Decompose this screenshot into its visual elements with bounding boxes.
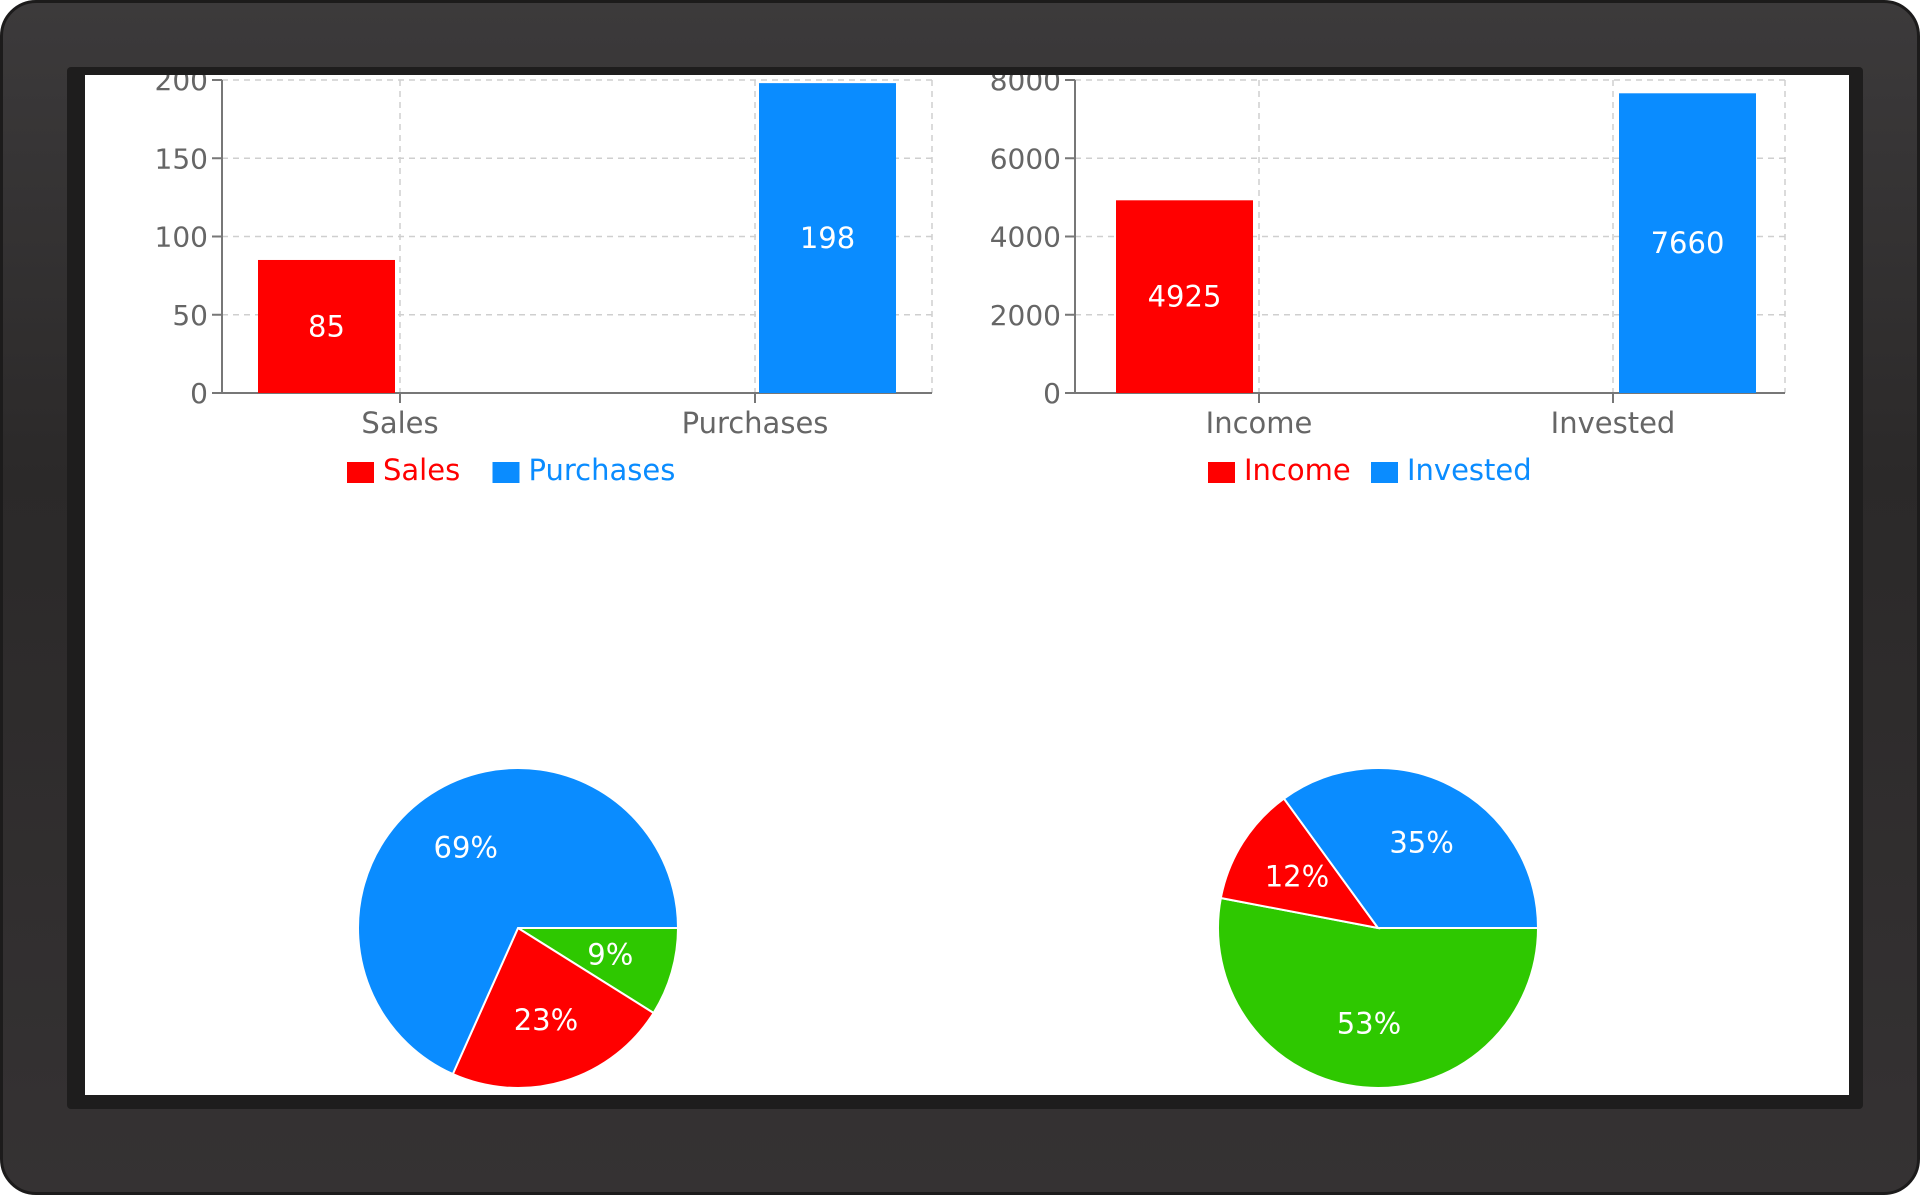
- pie-slice: [1219, 797, 1381, 930]
- pie-slice: [514, 927, 680, 1015]
- bar-purchases: [759, 83, 896, 393]
- bar-chart-1: 0 2000 4000 6000 8000 4925 7660 Income Invested I…: [990, 75, 1786, 487]
- bar-chart-0: 0 50 100 150 200 85 198 Sales Purchases Sales Purc…: [155, 75, 933, 487]
- bar-value-label: 4925: [1148, 280, 1222, 314]
- y-tick-label: 100: [155, 221, 208, 254]
- pie-slice: [451, 926, 655, 1089]
- pie-slice-label: 23%: [514, 1003, 578, 1037]
- x-tick-label: Income: [1206, 406, 1313, 440]
- pie-slice-label: 35%: [1389, 825, 1453, 859]
- y-tick-label: 2000: [990, 299, 1061, 332]
- legend-label: Sales: [383, 453, 460, 487]
- bar-value-label: 198: [800, 221, 855, 255]
- legend-label: Purchases: [529, 453, 676, 487]
- x-tick-label: Purchases: [682, 406, 829, 440]
- y-tick-label: 150: [155, 142, 208, 175]
- y-tick-label: 0: [190, 377, 208, 410]
- pie-slice-label: 69%: [434, 830, 498, 864]
- pie-slice-label: 9%: [587, 938, 633, 972]
- pie-slice: [357, 767, 680, 1076]
- legend-swatch: [1371, 462, 1398, 483]
- bar-sales: [258, 259, 395, 393]
- y-tick-label: 6000: [990, 142, 1061, 175]
- x-tick-label: Invested: [1551, 406, 1676, 440]
- dashboard-screen: 0 50 100 150 200 85 198 Sales Purchases Sales Purc…: [85, 75, 1849, 1095]
- pie-slice: [1217, 896, 1540, 1089]
- y-tick-label: 200: [155, 75, 208, 97]
- pie-chart-1: 9% 23% 69%: [357, 767, 680, 1089]
- pie-slice-label: 53%: [1337, 1007, 1401, 1041]
- y-tick-label: 50: [172, 299, 208, 332]
- y-tick-label: 0: [1043, 377, 1061, 410]
- bar-income: [1116, 200, 1253, 393]
- legend-swatch: [347, 462, 374, 483]
- legend-label: Income: [1244, 453, 1351, 487]
- charts-canvas: 0 50 100 150 200 85 198 Sales Purchases Sales Purc…: [155, 75, 1786, 1089]
- y-tick-label: 4000: [990, 221, 1061, 254]
- x-tick-label: Sales: [361, 406, 438, 440]
- pie-slice: [1282, 767, 1540, 929]
- y-tick-label: 8000: [990, 75, 1061, 97]
- bar-value-label: 85: [308, 309, 345, 343]
- pie-slice-label: 12%: [1265, 860, 1329, 894]
- legend-label: Invested: [1407, 453, 1532, 487]
- bar-value-label: 7660: [1651, 226, 1725, 260]
- bar-invested: [1619, 93, 1756, 394]
- pie-chart-2: 53% 12% 35%: [1217, 767, 1540, 1089]
- legend-swatch: [492, 462, 520, 483]
- legend-swatch: [1208, 462, 1235, 483]
